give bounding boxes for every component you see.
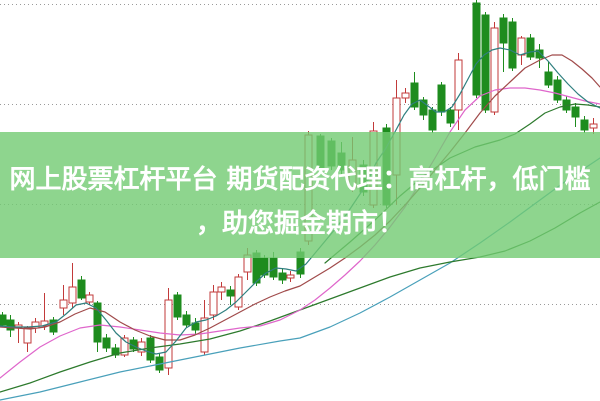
candle-body [191,322,200,331]
candle-body [437,84,446,113]
candle-body [401,92,410,99]
candle-body [490,27,499,113]
candle-body [580,119,589,131]
candle-body [0,314,7,326]
promo-banner[interactable]: 网上股票杠杆平台 期货配资代理：高杠杆，低门槛 ，助您掘金期市！ [0,132,600,258]
candle-body [68,286,77,304]
candle-body [40,320,49,327]
banner-headline-line1[interactable]: 网上股票杠杆平台 期货配资代理：高杠杆，低门槛 [9,165,591,195]
candle-body [508,21,517,69]
candle-body [102,337,111,349]
candle-body [589,123,598,129]
candle-body [49,319,58,333]
candle-body [120,337,129,356]
candle-body [499,17,508,44]
candle-body [419,99,428,116]
candle-body [137,341,146,353]
candle-body [410,82,419,108]
candle-body [217,286,226,293]
candle-body [226,289,235,297]
candle-body [446,109,455,124]
banner-headline-line2[interactable]: ，助您掘金期市！ [195,209,404,239]
candle-body [111,347,120,356]
candle-body [481,14,490,111]
candle-body [209,291,218,316]
candle-body [553,79,562,101]
candle-body [544,71,553,86]
candle-body [526,37,535,58]
candle-body [472,2,481,96]
candle-body [23,327,32,344]
candle-body [278,272,287,281]
candle-body [182,314,191,326]
candle-body [59,299,68,309]
candle-body [85,294,94,303]
candle-body [454,59,463,111]
candle-body [517,37,526,56]
candle-body [234,276,243,308]
candle-body [200,317,209,353]
ma-line-magenta [0,87,600,379]
candle-body [6,319,15,331]
candle-body [535,49,544,59]
candle-body [286,274,295,279]
ma-line-crimson [0,54,600,341]
candle-body [428,109,437,131]
candle-body [146,337,155,361]
candle-body [571,106,580,118]
candle-body [77,279,86,299]
candle-body [173,294,182,318]
candle-body [93,302,102,343]
